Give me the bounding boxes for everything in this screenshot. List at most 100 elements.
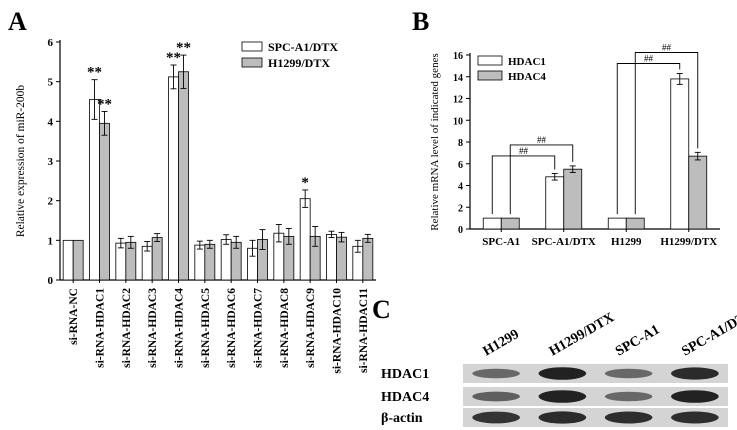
blot-band — [472, 368, 520, 379]
y-tick-label: 8 — [458, 138, 463, 149]
y-tick-label: 2 — [458, 203, 463, 214]
significance-marker: ## — [537, 135, 547, 145]
bar — [72, 239, 84, 281]
bar — [151, 237, 163, 281]
y-tick-label: 6 — [48, 37, 54, 49]
x-tick-label: si-RNA-HDAC6 — [226, 288, 238, 368]
x-tick-label: si-RNA-HDAC8 — [279, 288, 291, 368]
lane-label: SPC-A1 — [613, 322, 662, 359]
blot-band — [472, 391, 520, 402]
y-tick-label: 0 — [458, 225, 463, 236]
x-tick-label: si-RNA-HDAC2 — [121, 288, 133, 368]
y-tick-label: 0 — [48, 275, 54, 287]
bar — [299, 198, 311, 281]
x-tick-label: si-RNA-HDAC10 — [332, 288, 344, 374]
significance-marker: ## — [662, 42, 672, 52]
x-tick-label: si-RNA-HDAC9 — [305, 288, 317, 368]
bar — [362, 237, 374, 281]
x-tick-label: si-RNA-HDAC5 — [200, 288, 212, 368]
panel-letter-a: A — [8, 7, 27, 36]
x-tick-label: SPC-A1/DTX — [532, 236, 596, 248]
bar — [670, 78, 690, 230]
bar — [326, 233, 337, 281]
bar — [204, 243, 216, 281]
significance-marker: ** — [166, 50, 181, 66]
bar — [500, 217, 520, 230]
legend-swatch — [477, 70, 503, 81]
y-tick-label: 12 — [453, 95, 463, 106]
significance-marker: * — [301, 175, 309, 191]
legend-label: SPC-A1/DTX — [268, 40, 338, 54]
significance-marker: ** — [176, 40, 191, 56]
y-tick-label: 3 — [48, 156, 54, 168]
x-tick-label: H1299 — [611, 236, 642, 248]
blot-band — [538, 390, 587, 403]
y-tick-label: 14 — [453, 73, 463, 84]
blot-row-label: HDAC1 — [381, 367, 429, 382]
blot-row-label: β-actin — [381, 411, 423, 426]
legend-label: HDAC1 — [508, 56, 546, 68]
y-tick-label: 6 — [458, 160, 463, 171]
legend-swatch — [241, 41, 263, 52]
blot-band — [671, 390, 719, 403]
blot-band — [604, 411, 653, 424]
x-tick-label: H1299/DTX — [660, 236, 717, 248]
blot-band — [671, 411, 719, 424]
significance-marker: ** — [97, 96, 112, 112]
y-axis-title: Relative mRNA level of indicated genes — [429, 53, 441, 230]
blot-band — [472, 411, 520, 424]
x-tick-label: si-RNA-HDAC1 — [95, 288, 107, 368]
blot-band — [671, 367, 719, 380]
panel-letter-b: B — [412, 7, 429, 36]
y-tick-label: 1 — [48, 235, 54, 247]
y-tick-label: 5 — [48, 77, 54, 89]
x-tick-label: SPC-A1 — [482, 236, 520, 248]
bar — [336, 236, 347, 281]
significance-marker: ## — [519, 146, 529, 156]
x-tick-label: si-RNA-HDAC3 — [147, 288, 159, 368]
x-tick-label: si-RNA-HDAC7 — [253, 288, 265, 368]
significance-marker: ## — [644, 53, 654, 63]
lane-label: SPC-A1/DTX — [679, 306, 737, 360]
lane-label: H1299 — [481, 327, 522, 359]
bar — [89, 99, 100, 281]
legend-swatch — [241, 57, 263, 68]
significance-bracket — [491, 155, 556, 215]
y-tick-label: 2 — [48, 196, 54, 208]
blot-band — [538, 367, 587, 380]
significance-marker: ** — [87, 65, 102, 81]
y-axis-title: Relative expression of miR-200b — [15, 85, 27, 238]
bar — [62, 239, 74, 281]
legend-swatch — [477, 55, 503, 66]
chart-a: 0 1 2 3 4 5 6 Relative expression of miR-200b si… — [15, 37, 376, 374]
blot-band — [604, 368, 653, 379]
y-tick-label: 16 — [453, 51, 463, 62]
chart-b: 0 2 4 6 8 10 12 14 16 Relative mRNA level of indi… — [429, 42, 720, 248]
blot-strip — [463, 408, 728, 427]
legend-label: H1299/DTX — [268, 56, 330, 70]
bar — [482, 217, 502, 230]
bar — [194, 244, 206, 281]
significance-bracket — [616, 63, 681, 215]
x-tick-label: si-RNA-NC — [68, 288, 80, 345]
bar — [625, 217, 645, 230]
panel-letter-c: C — [372, 295, 391, 324]
bar — [168, 76, 179, 281]
y-tick-label: 4 — [48, 116, 54, 128]
y-tick-label: 10 — [453, 116, 463, 127]
bar — [178, 71, 189, 281]
bar — [115, 242, 127, 281]
x-tick-label: si-RNA-HDAC4 — [174, 288, 186, 368]
blot-strip — [463, 364, 728, 383]
lane-label: H1299/DTX — [547, 310, 617, 359]
blot-strip — [463, 387, 728, 406]
blot-band — [604, 391, 653, 402]
blot-row-label: HDAC4 — [381, 390, 429, 405]
y-tick-label: 4 — [458, 182, 463, 193]
significance-bracket — [634, 52, 699, 215]
x-tick-label: si-RNA-HDAC11 — [358, 288, 370, 373]
legend-label: HDAC4 — [508, 71, 546, 83]
bar — [688, 155, 708, 230]
